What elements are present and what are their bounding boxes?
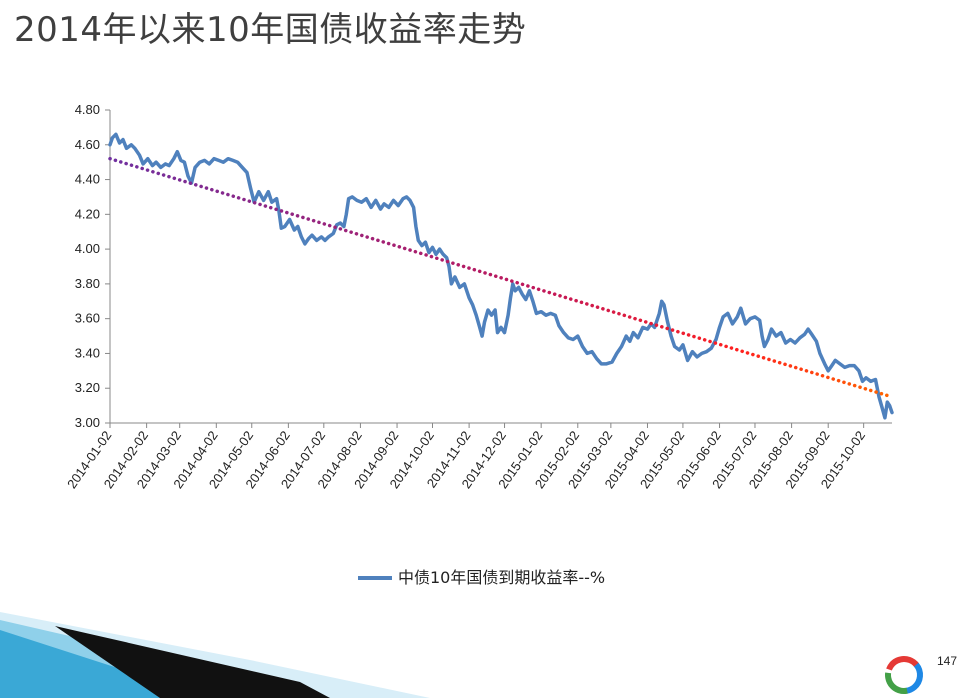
trend-line bbox=[108, 156, 894, 399]
legend-label: 中债10年国债到期收益率--% bbox=[398, 568, 605, 587]
y-tick-label: 4.20 bbox=[75, 206, 100, 221]
y-tick-label: 3.60 bbox=[75, 311, 100, 326]
y-tick-label: 3.20 bbox=[75, 380, 100, 395]
y-tick-label: 4.60 bbox=[75, 137, 100, 152]
y-tick-label: 3.00 bbox=[75, 415, 100, 430]
y-tick-label: 3.40 bbox=[75, 345, 100, 360]
footer-decoration bbox=[0, 612, 430, 698]
y-tick-label: 4.40 bbox=[75, 172, 100, 187]
series-line bbox=[108, 132, 894, 420]
page-title: 2014年以来10年国债收益率走势 bbox=[14, 10, 527, 50]
y-tick-label: 4.00 bbox=[75, 241, 100, 256]
logo-icon bbox=[885, 656, 923, 694]
y-tick-label: 4.80 bbox=[75, 102, 100, 117]
page-number: 147 bbox=[937, 654, 958, 668]
y-tick-label: 3.80 bbox=[75, 276, 100, 291]
